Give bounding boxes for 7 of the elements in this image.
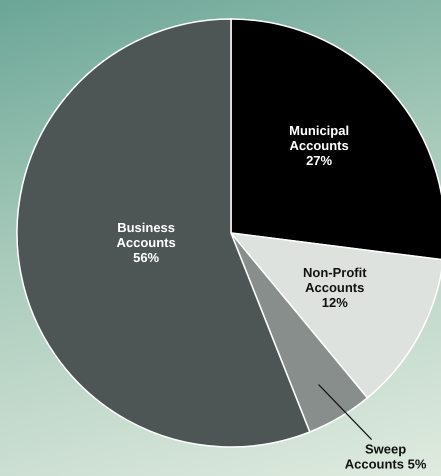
data-label: 12% xyxy=(322,294,348,310)
slice-label: Non-Profit Accounts xyxy=(302,264,368,295)
slice-label: Sweep Accounts 5% xyxy=(344,442,427,472)
data-label: 27% xyxy=(306,152,333,168)
data-label: 56% xyxy=(133,250,160,266)
slice-label: Business Accounts xyxy=(116,220,176,250)
slice-label: Municipal Accounts xyxy=(289,122,350,153)
